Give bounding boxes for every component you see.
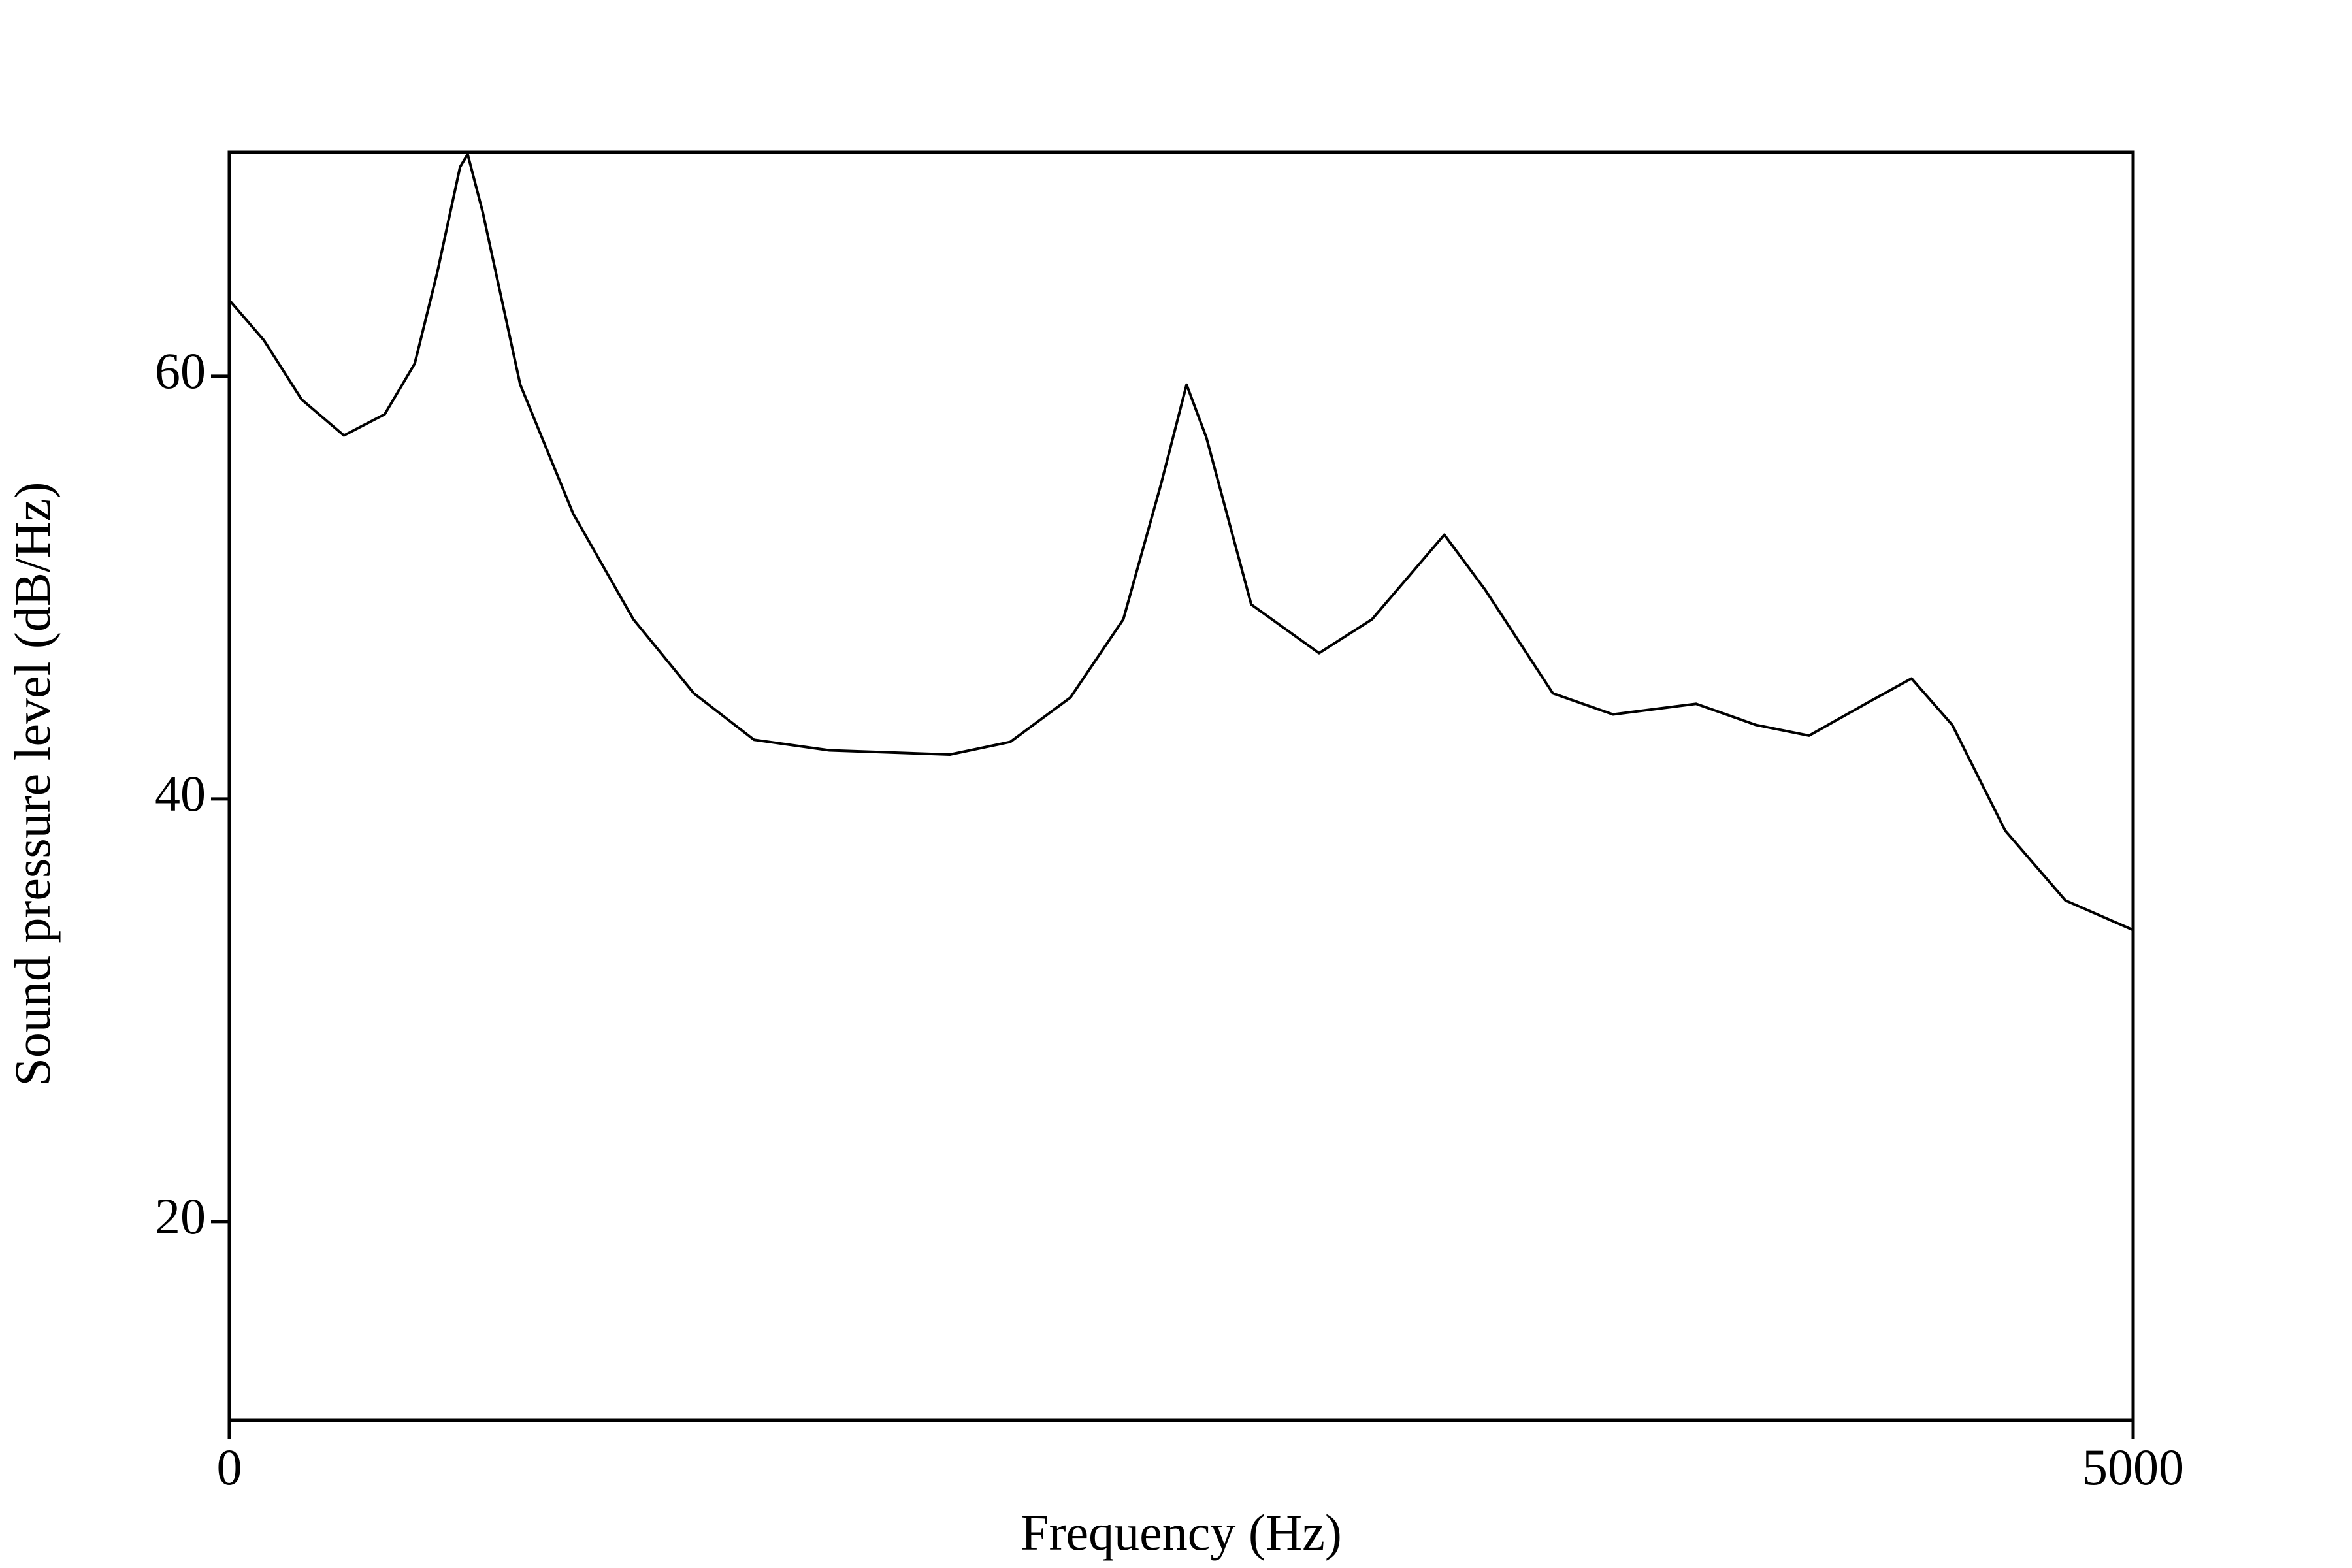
y-tick-label: 40 <box>155 765 206 822</box>
x-tick-label: 5000 <box>2082 1439 2184 1495</box>
x-axis-label: Frequency (Hz) <box>1021 1504 1342 1561</box>
y-axis-label: Sound pressure level (dB/Hz) <box>4 482 61 1086</box>
x-tick-label: 0 <box>217 1439 242 1495</box>
y-tick-label: 60 <box>155 342 206 399</box>
y-tick-label: 20 <box>155 1188 206 1245</box>
spectrum-line <box>228 153 2134 932</box>
plot-frame <box>227 150 2135 1422</box>
